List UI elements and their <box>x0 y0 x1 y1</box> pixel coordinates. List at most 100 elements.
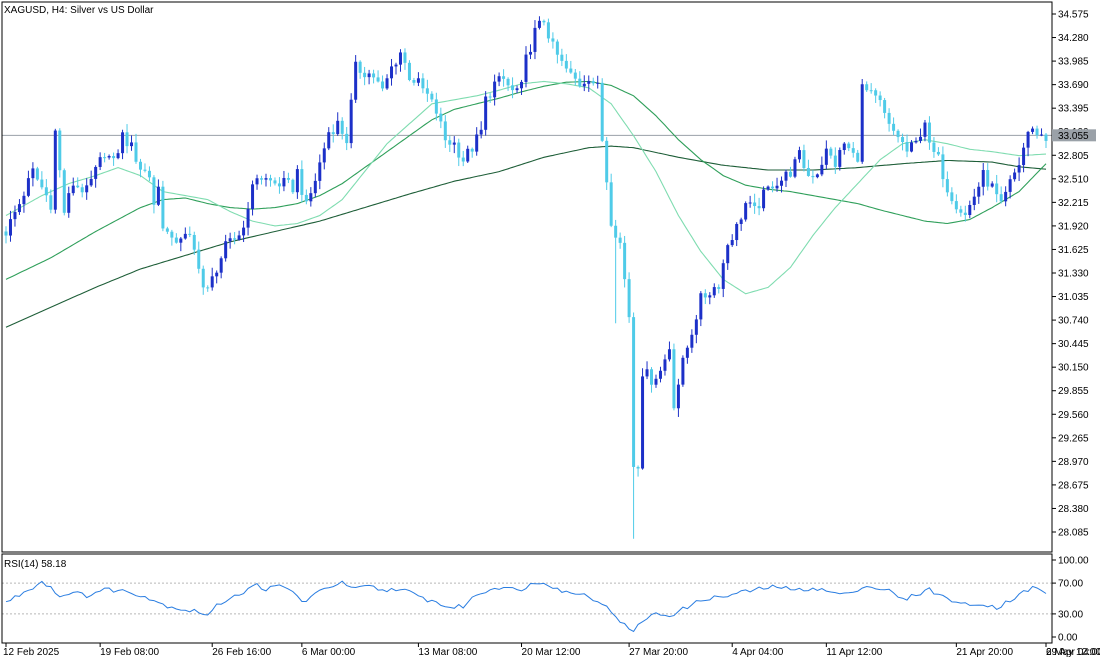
rsi-tick-label: 100.00 <box>1058 556 1089 567</box>
candle-body <box>936 151 940 155</box>
candle-body <box>537 20 541 28</box>
candle-body <box>959 209 963 213</box>
candle-body <box>367 73 371 78</box>
candle-body <box>161 186 165 229</box>
candle-body <box>443 121 447 141</box>
candle-body <box>170 231 174 238</box>
x-tick-label: 29 Apr 04:00 <box>1046 647 1100 658</box>
rsi-title: RSI(14) 58.18 <box>4 559 67 570</box>
candle-body <box>954 201 958 210</box>
y-tick-label: 32.805 <box>1058 151 1089 162</box>
candle-body <box>587 81 591 84</box>
candle-body <box>883 100 887 113</box>
candle-body <box>892 123 896 131</box>
candle-body <box>372 73 376 78</box>
candle-body <box>641 376 645 469</box>
candle-body <box>452 142 456 145</box>
candle-body <box>188 233 192 235</box>
candle-body <box>98 157 102 167</box>
candle-body <box>945 179 949 193</box>
candle-body <box>403 52 407 63</box>
candle-body <box>672 349 676 409</box>
candle-body <box>793 159 797 177</box>
candle-body <box>735 223 739 241</box>
candle-body <box>927 122 931 143</box>
current-price-tag <box>1052 129 1096 142</box>
candle-body <box>609 182 613 226</box>
candle-body <box>1008 179 1012 192</box>
candle-body <box>174 237 178 243</box>
y-tick-label: 29.265 <box>1058 433 1089 444</box>
candle-body <box>179 238 183 243</box>
candle-body <box>53 130 57 210</box>
candle-body <box>130 142 134 147</box>
y-tick-label: 30.445 <box>1058 339 1089 350</box>
candle-body <box>650 369 654 385</box>
current-price-label: 33.055 <box>1058 131 1089 142</box>
candle-body <box>89 178 93 186</box>
candle-body <box>13 212 17 220</box>
candle-body <box>376 77 380 82</box>
candle-body <box>466 148 470 162</box>
candle-body <box>878 95 882 101</box>
y-tick-label: 32.510 <box>1058 174 1089 185</box>
candle-body <box>605 140 609 183</box>
candle-body <box>596 82 600 84</box>
candle-body <box>869 90 873 92</box>
candle-body <box>219 258 223 273</box>
candle-body <box>237 235 241 240</box>
candle-body <box>228 238 232 242</box>
main-pane-frame <box>1 1 1053 553</box>
y-tick-label: 33.985 <box>1058 57 1089 68</box>
candle-body <box>1026 131 1030 148</box>
candle-body <box>268 178 272 181</box>
candle-body <box>981 170 985 187</box>
candle-body <box>295 169 299 193</box>
candle-body <box>703 293 707 298</box>
x-tick-label: 6 May 12:00 <box>1046 647 1100 658</box>
candle-body <box>331 132 335 135</box>
ma-mid-line <box>5 80 1047 280</box>
candle-body <box>941 154 945 180</box>
candle-body <box>654 378 658 385</box>
candle-body <box>542 20 546 23</box>
candle-body <box>416 78 420 83</box>
candle-body <box>847 143 851 149</box>
candle-body <box>748 202 752 204</box>
candle-body <box>502 76 506 79</box>
candle-body <box>1017 165 1021 173</box>
candle-body <box>600 82 604 141</box>
candle-body <box>49 195 53 210</box>
candle-body <box>797 150 801 160</box>
x-tick-label: 19 Feb 08:00 <box>100 647 159 658</box>
y-tick-label: 30.150 <box>1058 363 1089 374</box>
candle-body <box>780 180 784 186</box>
candle-body <box>842 143 846 151</box>
candle-body <box>1031 128 1035 132</box>
candle-body <box>40 179 44 188</box>
candle-body <box>201 268 205 288</box>
y-tick-label: 28.085 <box>1058 528 1089 539</box>
candle-body <box>493 81 497 98</box>
candle-body <box>430 93 434 100</box>
candle-body <box>578 78 582 87</box>
candle-body <box>71 185 75 194</box>
candle-body <box>788 171 792 177</box>
candle-body <box>421 78 425 89</box>
candle-body <box>699 293 703 320</box>
candle-body <box>121 132 125 154</box>
candle-body <box>833 155 837 167</box>
candle-body <box>717 287 721 289</box>
y-tick-label: 34.280 <box>1058 33 1089 44</box>
candle-body <box>349 99 353 144</box>
candle-body <box>511 85 515 91</box>
candle-body <box>802 150 806 168</box>
candle-body <box>681 357 685 385</box>
candle-body <box>524 54 528 82</box>
candle-body <box>990 183 994 187</box>
candle-body <box>856 152 860 162</box>
candle-body <box>475 134 479 152</box>
candle-body <box>744 203 748 220</box>
y-tick-label: 28.380 <box>1058 504 1089 515</box>
candle-body <box>390 66 394 79</box>
